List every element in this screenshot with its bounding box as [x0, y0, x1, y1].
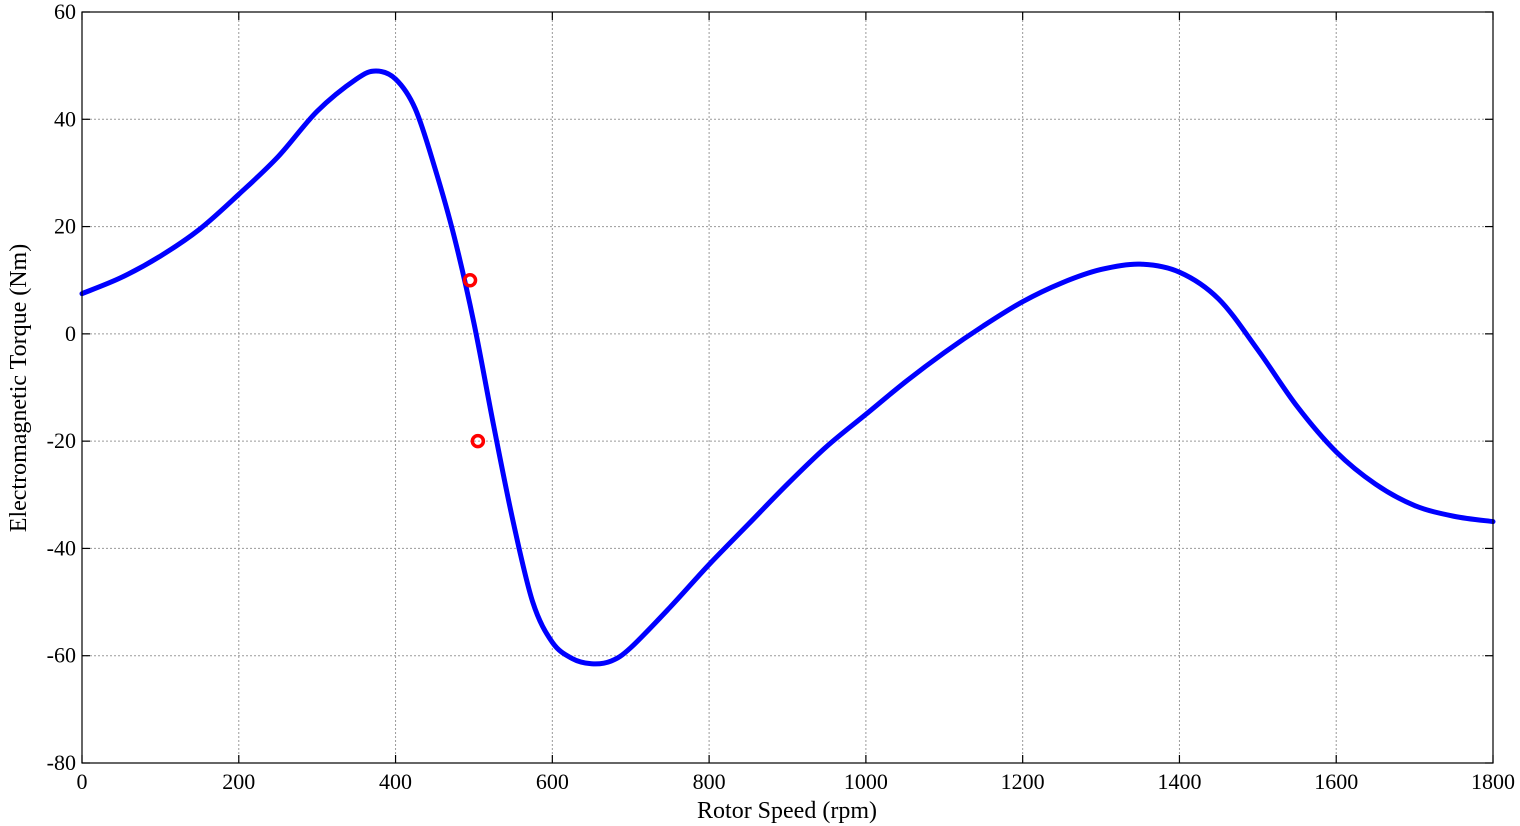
y-tick-label: -40	[47, 535, 76, 560]
x-tick-label: 800	[693, 769, 726, 794]
tick-labels: 0 200 400 600 800 1000 1200 1400 1600 1800-80-60-…	[47, 0, 1515, 794]
operating-point-marker	[470, 433, 486, 449]
x-tick-label: 400	[379, 769, 412, 794]
torque-curve	[79, 68, 1496, 667]
x-tick-label: 1800	[1471, 769, 1515, 794]
x-tick-label: 0	[77, 769, 88, 794]
y-tick-label: -60	[47, 643, 76, 668]
y-tick-label: 0	[65, 321, 76, 346]
operating-point-marker	[462, 272, 478, 288]
x-tick-label: 1400	[1157, 769, 1201, 794]
y-tick-label: 20	[54, 214, 76, 239]
plot-frame	[81, 11, 1494, 764]
y-axis-title: Electromagnetic Torque (Nm)	[6, 244, 32, 532]
x-tick-label: 1200	[1001, 769, 1045, 794]
y-tick-label: -20	[47, 428, 76, 453]
x-tick-label: 600	[536, 769, 569, 794]
x-tick-label: 1000	[844, 769, 888, 794]
x-tick-label: 200	[222, 769, 255, 794]
y-tick-label: 40	[54, 106, 76, 131]
x-axis-title: Rotor Speed (rpm)	[697, 798, 877, 824]
series	[79, 68, 1496, 667]
y-tick-label: 60	[54, 0, 76, 24]
x-tick-label: 1600	[1314, 769, 1358, 794]
y-tick-label: -80	[47, 750, 76, 775]
